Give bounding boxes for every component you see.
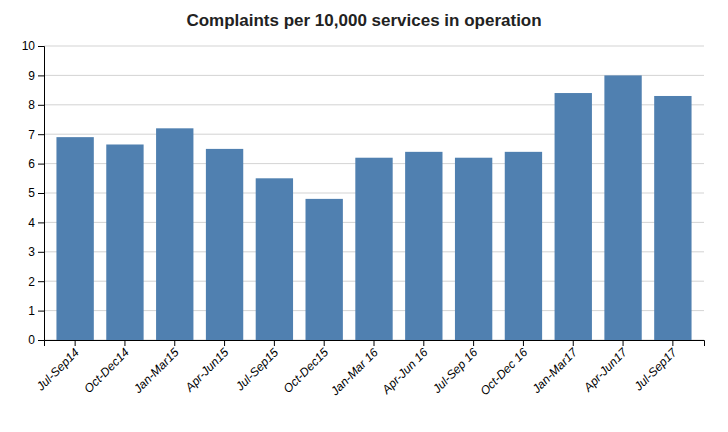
bar — [604, 75, 641, 340]
bars — [56, 75, 691, 340]
y-tick: 2 — [28, 275, 44, 289]
grid — [44, 46, 704, 340]
chart-svg: Complaints per 10,000 services in operat… — [0, 0, 728, 432]
y-tick-label: 4 — [28, 216, 35, 230]
x-tick-mark — [224, 340, 225, 346]
x-tick: Apr-Jun 16 — [379, 340, 431, 397]
y-tick: 9 — [28, 69, 44, 83]
y-tick-mark — [38, 340, 44, 341]
x-tick-label: Oct-Dec 16 — [477, 345, 530, 398]
x-axis: Jul-Sep14Oct-Dec14Jan-Mar15Apr-Jun15Jul-… — [33, 340, 704, 399]
y-tick-label: 8 — [28, 98, 35, 112]
chart-title: Complaints per 10,000 services in operat… — [186, 11, 541, 30]
x-tick-label: Jan-Mar17 — [529, 344, 581, 396]
y-tick-mark — [38, 252, 44, 253]
y-axis-line — [38, 47, 45, 341]
x-tick-mark — [374, 340, 375, 346]
x-tick-label: Jan-Mar 16 — [327, 345, 381, 399]
x-axis-line — [45, 341, 705, 347]
x-tick-mark — [75, 340, 76, 346]
x-tick: Apr-Jun15 — [182, 340, 232, 395]
y-tick-label: 3 — [28, 245, 35, 259]
bar — [306, 199, 343, 340]
x-tick-label: Jul-Sep 16 — [429, 345, 480, 396]
y-tick-mark — [38, 193, 44, 194]
y-tick-mark — [38, 105, 44, 106]
grid-line — [44, 46, 704, 47]
x-tick-label: Apr-Jun 16 — [379, 345, 431, 397]
y-tick: 6 — [28, 157, 44, 171]
y-tick-mark — [38, 134, 44, 135]
x-tick-mark — [573, 340, 574, 346]
x-tick: Jul-Sep14 — [33, 340, 82, 394]
x-tick-label: Apr-Jun15 — [182, 345, 232, 395]
x-tick: Jul-Sep 16 — [429, 340, 480, 397]
x-tick: Jan-Mar17 — [529, 340, 581, 397]
bar — [455, 158, 492, 340]
y-tick: 3 — [28, 245, 44, 259]
x-tick-mark — [523, 340, 524, 346]
bar — [505, 152, 542, 340]
x-tick-mark — [124, 340, 125, 346]
x-tick-label: Oct-Dec14 — [81, 345, 132, 396]
bar — [654, 96, 691, 340]
x-tick: Jul-Sep17 — [631, 340, 681, 394]
y-tick-mark — [38, 75, 44, 76]
x-tick-mark — [623, 340, 624, 346]
x-tick-label: Oct-Dec15 — [281, 345, 332, 396]
y-tick: 8 — [28, 98, 44, 112]
y-tick: 5 — [28, 186, 44, 200]
y-tick-label: 1 — [28, 304, 35, 318]
bar — [256, 178, 293, 340]
y-tick-label: 10 — [22, 39, 36, 53]
x-tick: Oct-Dec14 — [81, 340, 132, 396]
x-tick: Apr-Jun17 — [580, 340, 631, 395]
bar — [405, 152, 442, 340]
x-tick: Oct-Dec15 — [281, 340, 332, 396]
bar — [56, 137, 93, 340]
bar — [355, 158, 392, 340]
x-tick-mark — [174, 340, 175, 346]
y-tick-mark — [38, 222, 44, 223]
y-axis: 0 1 2 3 4 5 6 7 8 9 10 — [22, 39, 45, 347]
y-tick-mark — [38, 46, 44, 47]
y-tick-mark — [38, 281, 44, 282]
bar — [555, 93, 592, 340]
y-tick-mark — [38, 164, 44, 165]
y-tick-label: 2 — [28, 275, 35, 289]
y-tick: 0 — [28, 333, 44, 347]
plot-area: 012345678910Jul-Sep14Oct-Dec14Jan-Mar15A… — [22, 39, 705, 399]
y-tick: 1 — [28, 304, 44, 318]
chart-container: Complaints per 10,000 services in operat… — [0, 0, 728, 432]
bar — [156, 128, 193, 340]
x-tick-label: Jul-Sep14 — [33, 345, 82, 394]
x-tick: Jan-Mar 16 — [327, 340, 381, 399]
y-tick-label: 6 — [28, 157, 35, 171]
x-tick: Jul-Sep15 — [232, 340, 281, 394]
x-tick-label: Apr-Jun17 — [580, 344, 631, 395]
y-tick: 10 — [22, 39, 44, 53]
x-tick-mark — [672, 340, 673, 346]
x-tick-mark — [274, 340, 275, 346]
y-tick-mark — [38, 311, 44, 312]
y-tick-label: 9 — [28, 69, 35, 83]
y-tick: 7 — [28, 128, 44, 142]
x-tick-mark — [473, 340, 474, 346]
x-tick-label: Jan-Mar15 — [130, 345, 181, 396]
x-tick: Oct-Dec 16 — [477, 340, 530, 398]
y-tick-label: 7 — [28, 128, 35, 142]
y-tick-label: 5 — [28, 186, 35, 200]
y-tick: 4 — [28, 216, 44, 230]
bar — [106, 144, 143, 340]
x-tick-label: Jul-Sep17 — [631, 344, 681, 394]
x-tick-mark — [324, 340, 325, 346]
y-tick-label: 0 — [28, 333, 35, 347]
bar — [206, 149, 243, 340]
x-tick-label: Jul-Sep15 — [232, 345, 281, 394]
x-tick: Jan-Mar15 — [130, 340, 181, 397]
x-tick-mark — [423, 340, 424, 346]
